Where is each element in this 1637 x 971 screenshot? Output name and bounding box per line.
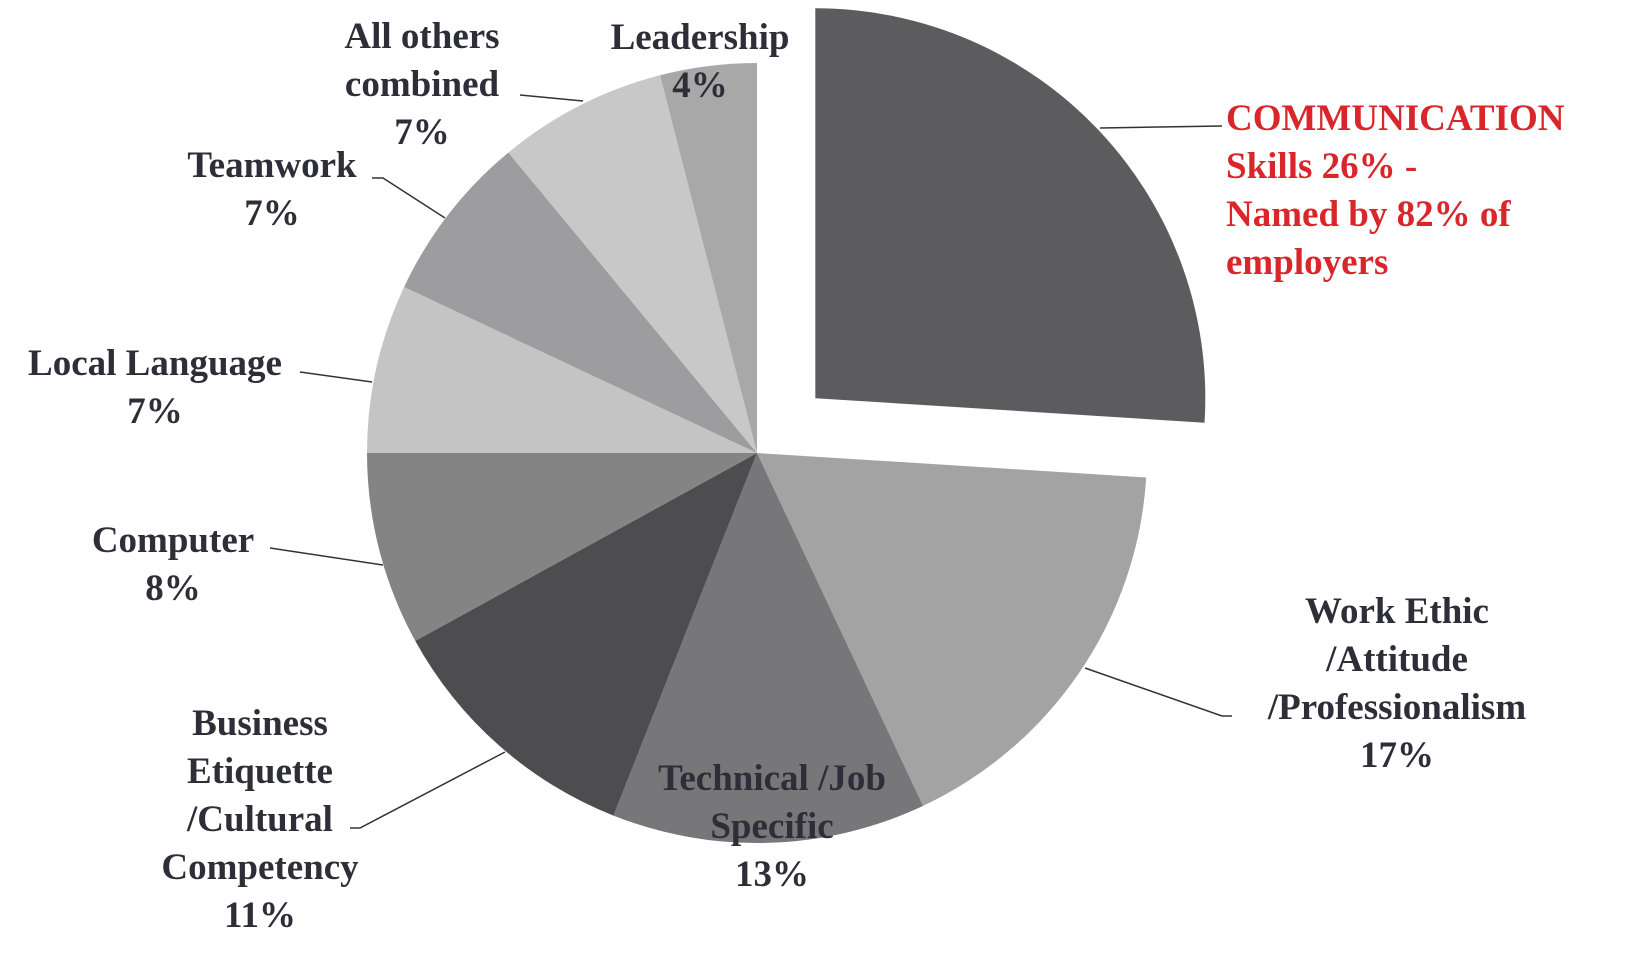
value-label: 7% bbox=[394, 112, 450, 153]
category-label: All others combined bbox=[344, 16, 500, 105]
value-label: 7% bbox=[244, 193, 300, 234]
leader-line bbox=[1084, 667, 1232, 717]
leader-line bbox=[299, 371, 373, 383]
category-label: Technical /Job Specific bbox=[658, 758, 886, 847]
leader-line bbox=[1099, 125, 1223, 129]
slice-label: COMMUNICATION Skills 26% - Named by 82% … bbox=[1226, 95, 1564, 287]
slice-label: Computer 8% bbox=[92, 517, 254, 613]
leader-line bbox=[372, 177, 446, 219]
category-label: Computer bbox=[91, 520, 255, 561]
slice-label: Local Language 7% bbox=[28, 340, 282, 436]
value-label: 8% bbox=[145, 568, 201, 609]
leader-line bbox=[350, 751, 506, 829]
slice-label: Teamwork 7% bbox=[187, 142, 356, 238]
slice-label: Work Ethic /Attitude /Professionalism 17% bbox=[1268, 588, 1526, 780]
slice-label: Business Etiquette /Cultural Competency 1… bbox=[161, 700, 358, 940]
value-label: 17% bbox=[1359, 735, 1434, 776]
value-label: 7% bbox=[127, 391, 183, 432]
category-label: Teamwork bbox=[187, 145, 357, 186]
value-label: 13% bbox=[735, 854, 809, 895]
value-label: 26% bbox=[1321, 146, 1396, 187]
leader-line bbox=[269, 547, 384, 566]
slice-label: All others combined 7% bbox=[344, 13, 499, 157]
annotation: - Named by 82% of employers bbox=[1226, 146, 1511, 283]
slice-label: Technical /Job Specific 13% bbox=[658, 755, 886, 899]
category-label: Work Ethic /Attitude /Professionalism bbox=[1267, 591, 1527, 728]
category-label: Business Etiquette /Cultural Competency bbox=[161, 703, 359, 888]
pie-slice bbox=[508, 75, 757, 453]
value-label: 4% bbox=[672, 65, 728, 106]
pie-slice bbox=[367, 286, 757, 453]
value-label: 11% bbox=[224, 895, 296, 936]
pie-slice bbox=[815, 8, 1206, 423]
pie-slice bbox=[367, 453, 757, 641]
pie-slice bbox=[613, 453, 924, 843]
pie-slice bbox=[415, 453, 757, 816]
leader-line bbox=[519, 94, 584, 102]
pie-slice bbox=[404, 152, 757, 454]
category-label: COMMUNICATION Skills bbox=[1226, 98, 1565, 187]
slice-label: Leadership 4% bbox=[611, 14, 790, 110]
pie-slice bbox=[660, 63, 757, 453]
pie-slice bbox=[757, 453, 1147, 806]
category-label: Local Language bbox=[28, 343, 282, 384]
category-label: Leadership bbox=[610, 17, 790, 58]
